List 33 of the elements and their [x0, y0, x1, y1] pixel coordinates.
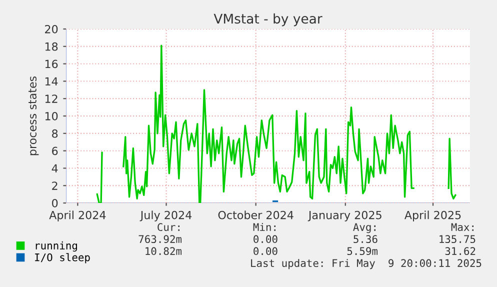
y-tick-label: 20: [45, 24, 58, 34]
text: Max:: [451, 223, 474, 232]
y-tick-label: 4: [52, 164, 58, 172]
y-tick-label: 10: [45, 112, 58, 120]
text: Cur:: [158, 223, 180, 232]
text: 5.36: [354, 235, 378, 244]
text: 5.59m: [347, 247, 378, 256]
text: 10.82m: [146, 247, 182, 256]
x-tick-label: April 2024: [49, 210, 106, 222]
text: 763.92m: [138, 235, 182, 244]
y-tick-label: 6: [52, 146, 58, 156]
chart-title: VMstat - by year: [214, 13, 322, 26]
x-tick-label: January 2025: [308, 210, 382, 222]
y-tick-label: 8: [52, 129, 58, 138]
y-tick-label: 12: [45, 94, 58, 103]
y-tick-label: 14: [45, 77, 58, 86]
legend-label: I/O sleep: [35, 253, 90, 264]
text: 0.00: [254, 247, 278, 256]
text: Avg:: [353, 223, 376, 234]
y-tick-label: 2: [52, 182, 58, 190]
text: 0.00: [254, 235, 278, 244]
y-tick-label: 18: [45, 42, 58, 51]
y-axis-title: process states: [28, 76, 39, 156]
y-tick-label: 0: [52, 198, 58, 208]
text: 135.75: [440, 235, 476, 244]
text: 31.62: [445, 247, 476, 256]
text: Min:: [253, 222, 276, 231]
x-tick-label: April 2025: [404, 210, 461, 222]
text: Last update: Fri May 9 20:00:11 2025: [251, 258, 482, 270]
x-tick-label: October 2024: [218, 210, 294, 220]
x-tick-label: July 2024: [140, 210, 192, 222]
legend-label: running: [36, 241, 77, 252]
y-tick-label: 16: [45, 60, 58, 68]
